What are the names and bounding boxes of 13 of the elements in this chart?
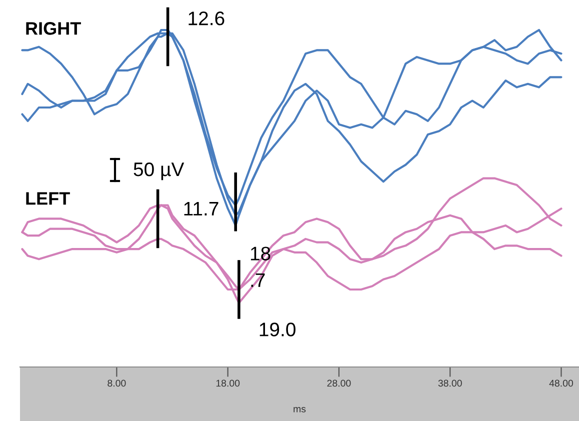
annotation: RIGHT <box>26 22 81 35</box>
annotation: 19.0 <box>260 322 296 336</box>
annotation: 18 .7 <box>250 246 270 287</box>
x-tick-label: 48.00 <box>549 380 574 387</box>
x-tick-label: 38.00 <box>438 380 462 387</box>
x-tick-label: 28.00 <box>327 380 351 387</box>
x-tick-label: 18.00 <box>216 380 240 387</box>
annotation: 50 µV <box>134 162 184 180</box>
x-tick-label: 8.00 <box>108 380 126 387</box>
x-axis-title: ms <box>294 407 306 412</box>
annotation: 12.6 <box>188 12 224 26</box>
annotation: LEFT <box>26 192 70 205</box>
annotation: 11.7 <box>184 202 218 216</box>
